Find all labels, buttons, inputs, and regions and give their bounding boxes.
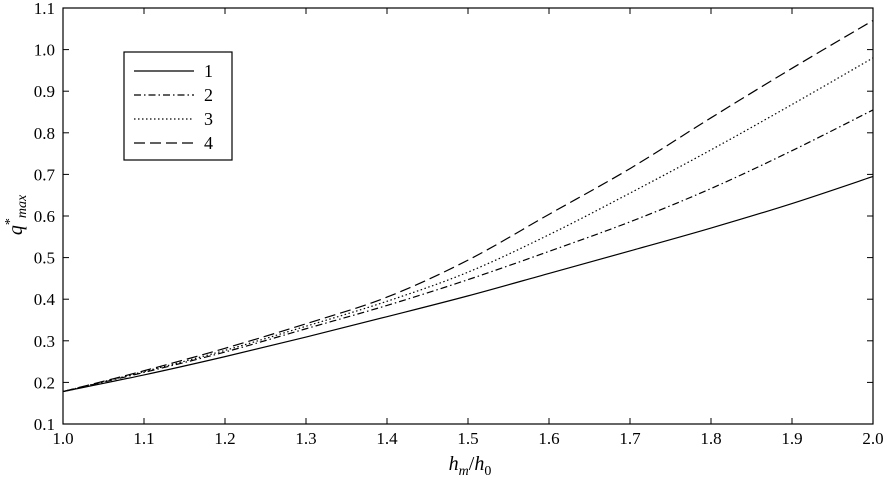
series-layer <box>62 19 874 393</box>
x-tick-label: 1.6 <box>538 429 559 448</box>
y-tick-label: 0.4 <box>34 290 56 309</box>
x-tick-label: 1.1 <box>133 429 154 448</box>
y-tick-label: 0.1 <box>34 415 55 434</box>
series-line-2 <box>62 109 874 393</box>
x-tick-label: 1.8 <box>700 429 721 448</box>
y-tick-label: 0.5 <box>34 249 55 268</box>
x-tick-label: 1.4 <box>376 429 398 448</box>
x-tick-label: 1.0 <box>52 429 73 448</box>
legend-box <box>123 51 233 161</box>
y-tick-label: 0.3 <box>34 332 55 351</box>
legend-label-2: 2 <box>204 85 213 105</box>
x-tick-label: 2.0 <box>862 429 883 448</box>
y-axis-title: q*max <box>3 194 30 235</box>
y-tick-label: 0.7 <box>34 165 56 184</box>
x-axis-title: hm/h0 <box>449 453 492 477</box>
series-line-4 <box>62 19 874 393</box>
y-tick-label: 1.0 <box>34 41 55 60</box>
y-tick-label: 0.6 <box>34 207 55 226</box>
series-line-1 <box>62 175 874 393</box>
axis-titles: hm/h0 q*max <box>3 194 492 479</box>
legend: 1 2 3 4 <box>123 51 233 161</box>
x-tick-label: 1.5 <box>457 429 478 448</box>
y-tick-label: 0.9 <box>34 82 55 101</box>
x-tick-label: 1.7 <box>619 429 641 448</box>
legend-label-3: 3 <box>204 109 213 129</box>
legend-label-4: 4 <box>204 133 213 153</box>
legend-label-1: 1 <box>204 61 213 81</box>
x-tick-label: 1.3 <box>295 429 316 448</box>
x-tick-label: 1.9 <box>781 429 802 448</box>
axes-layer: 1.0 1.1 1.2 1.3 1.4 1.5 1.6 1.7 1.8 1.9 2.0 0.1 0.2 0… <box>34 0 884 448</box>
y-tick-label: 1.1 <box>34 0 55 18</box>
y-tick-label: 0.2 <box>34 373 55 392</box>
y-tick-label: 0.8 <box>34 124 55 143</box>
x-tick-label: 1.2 <box>214 429 235 448</box>
